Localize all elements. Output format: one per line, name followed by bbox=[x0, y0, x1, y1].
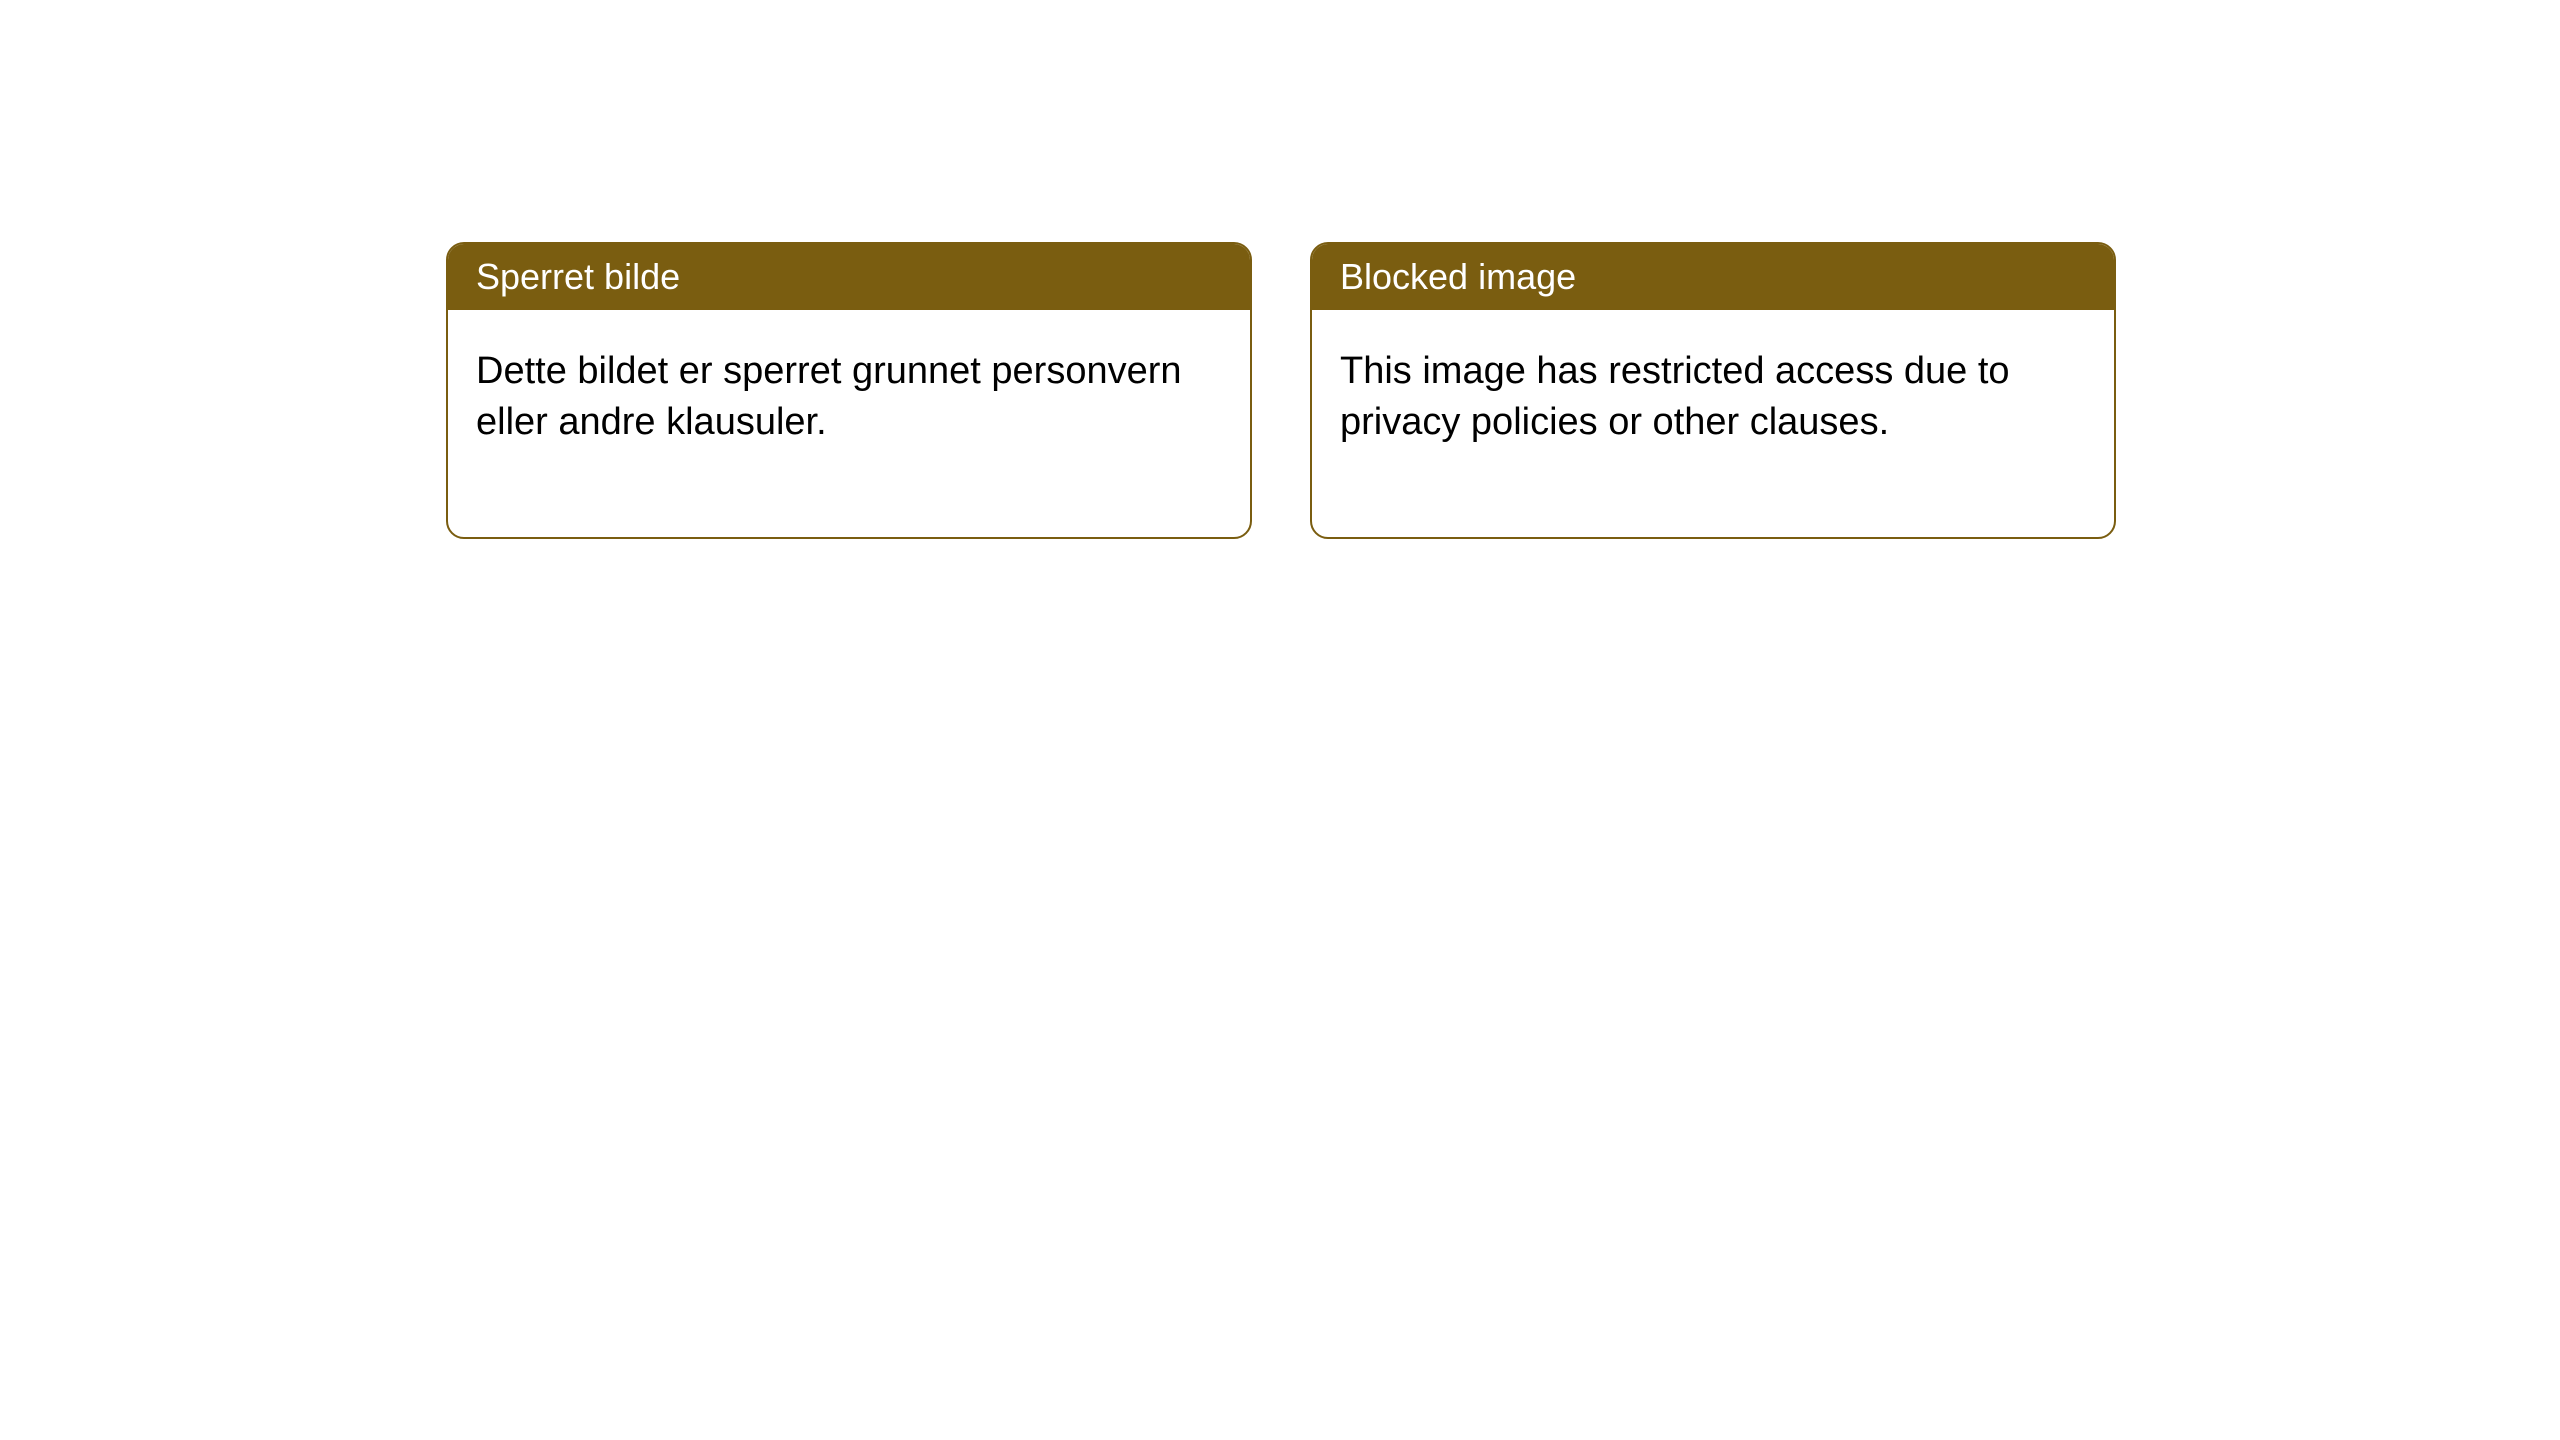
card-body-text: Dette bildet er sperret grunnet personve… bbox=[476, 350, 1182, 443]
card-title: Blocked image bbox=[1340, 256, 1576, 297]
card-header: Blocked image bbox=[1312, 244, 2114, 310]
card-body: Dette bildet er sperret grunnet personve… bbox=[448, 310, 1250, 537]
notice-card-english: Blocked image This image has restricted … bbox=[1310, 242, 2116, 539]
notice-card-norwegian: Sperret bilde Dette bildet er sperret gr… bbox=[446, 242, 1252, 539]
card-header: Sperret bilde bbox=[448, 244, 1250, 310]
card-body-text: This image has restricted access due to … bbox=[1340, 350, 2010, 443]
card-body: This image has restricted access due to … bbox=[1312, 310, 2114, 537]
card-title: Sperret bilde bbox=[476, 256, 680, 297]
notice-cards-container: Sperret bilde Dette bildet er sperret gr… bbox=[446, 242, 2116, 539]
